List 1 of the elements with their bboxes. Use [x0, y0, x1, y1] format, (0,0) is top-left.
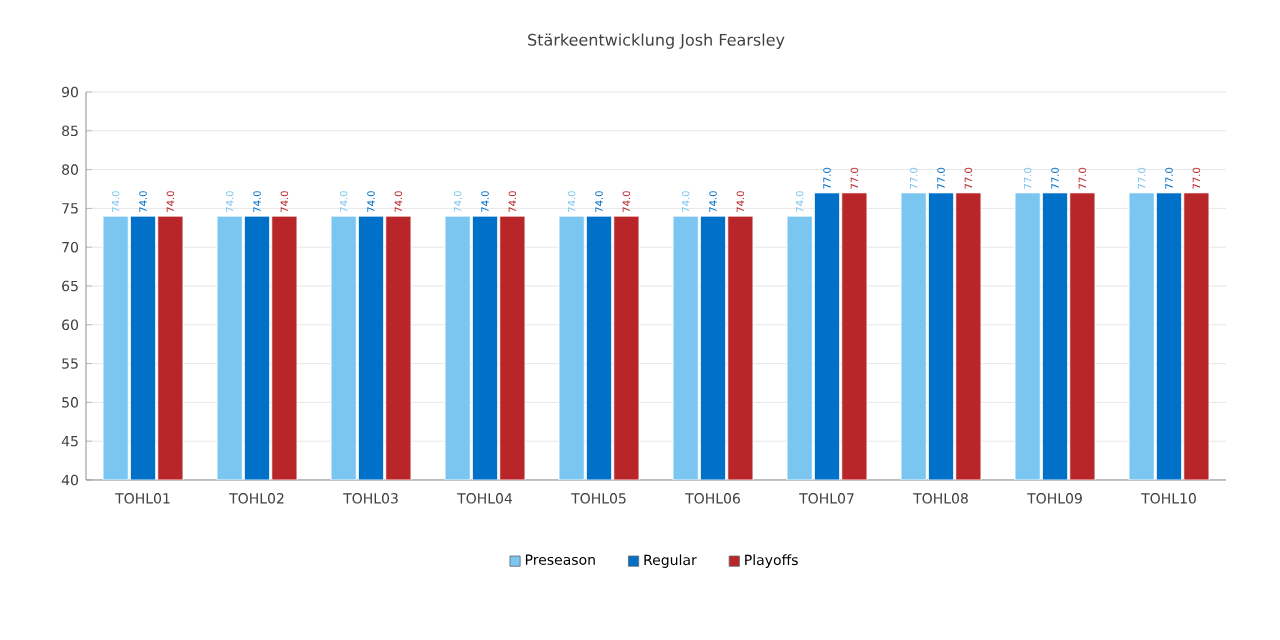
chart-title: Stärkeentwicklung Josh Fearsley: [528, 33, 785, 49]
